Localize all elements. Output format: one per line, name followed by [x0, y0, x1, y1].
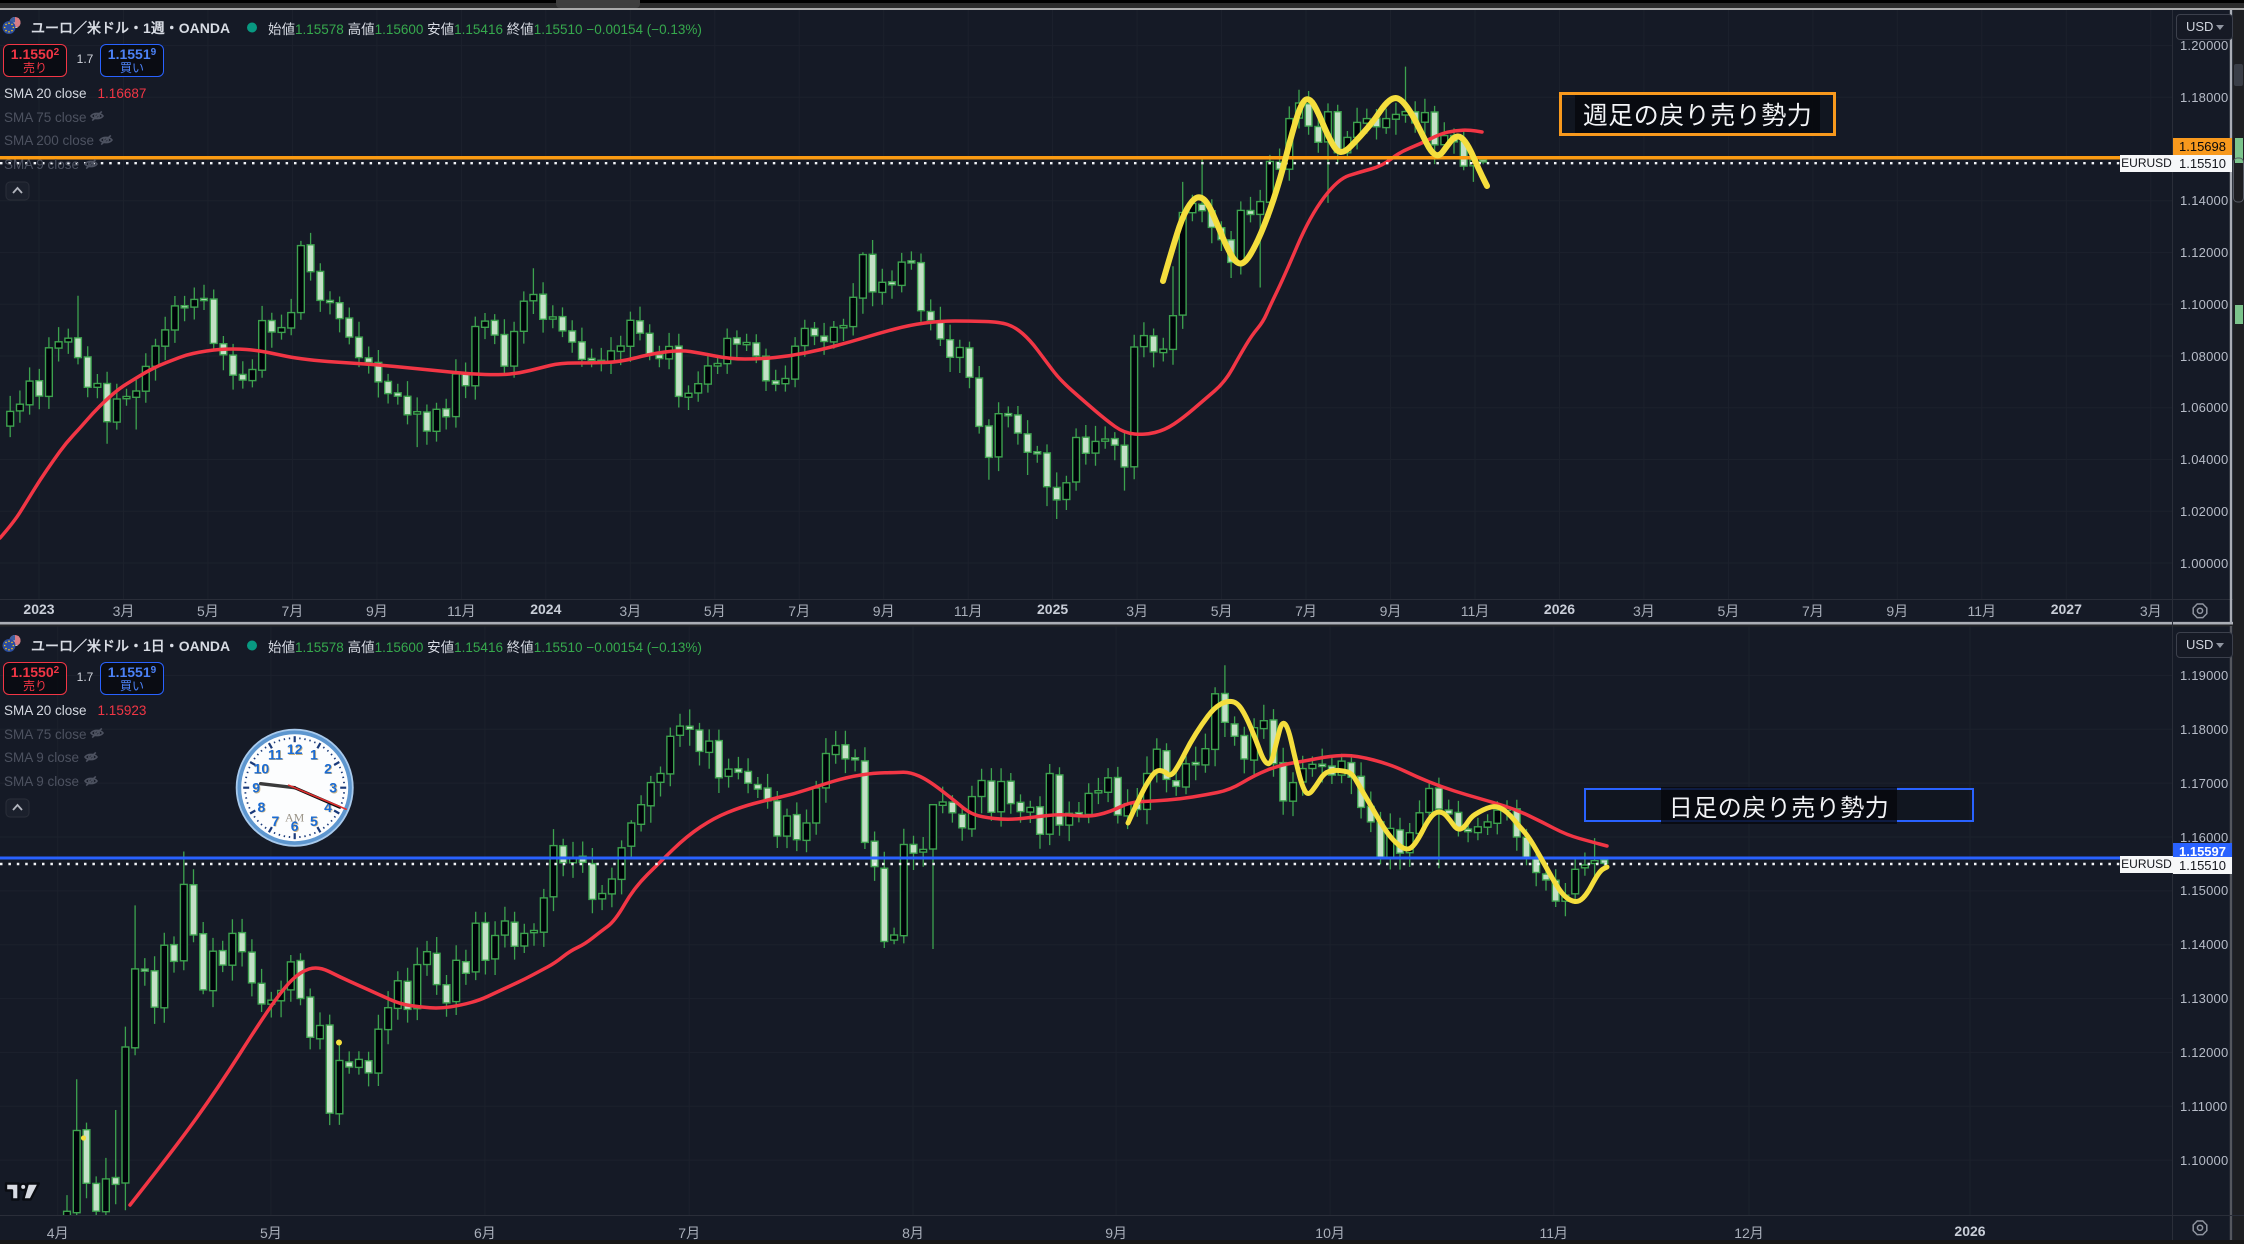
svg-text:5: 5 — [311, 814, 319, 830]
svg-text:2: 2 — [324, 761, 332, 777]
svg-text:AM: AM — [285, 811, 305, 825]
svg-text:5: 5 — [310, 813, 318, 829]
svg-text:11: 11 — [269, 747, 284, 763]
svg-text:8: 8 — [258, 800, 266, 816]
svg-text:12: 12 — [287, 741, 303, 757]
svg-text:10: 10 — [254, 761, 270, 777]
svg-text:6: 6 — [291, 818, 299, 834]
svg-text:10: 10 — [254, 761, 270, 777]
svg-text:7: 7 — [272, 814, 280, 830]
svg-text:8: 8 — [258, 799, 266, 815]
svg-text:3: 3 — [330, 780, 338, 796]
svg-text:4: 4 — [325, 800, 333, 816]
svg-text:12: 12 — [288, 742, 304, 758]
svg-text:2: 2 — [325, 761, 333, 777]
svg-text:1: 1 — [310, 746, 318, 762]
svg-text:4: 4 — [324, 799, 332, 815]
svg-text:9: 9 — [253, 780, 261, 796]
svg-text:1: 1 — [311, 747, 319, 763]
svg-text:6: 6 — [292, 819, 300, 835]
svg-text:3: 3 — [329, 780, 337, 796]
svg-text:11: 11 — [268, 746, 283, 762]
svg-text:7: 7 — [272, 813, 280, 829]
svg-text:9: 9 — [252, 780, 260, 796]
